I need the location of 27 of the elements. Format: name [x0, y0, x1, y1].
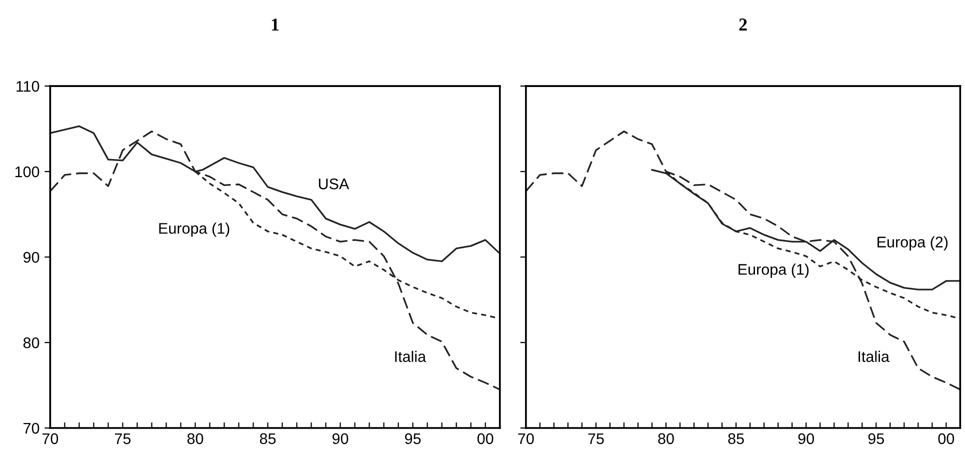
series-label: Europa (1) [159, 222, 230, 237]
chart-title: 1 [272, 18, 279, 31]
x-tick-label: 00 [477, 433, 494, 444]
x-tick-label: 85 [728, 433, 744, 444]
x-tick-label: 90 [332, 433, 348, 444]
series-label: Italia [858, 350, 890, 362]
x-tick-label: 80 [187, 433, 204, 444]
series-label: USA [318, 178, 350, 190]
x-tick-label: 80 [658, 433, 674, 444]
y-tick-label: 80 [23, 337, 40, 348]
y-tick-label: 100 [15, 166, 40, 178]
chart-title: 2 [739, 18, 747, 31]
y-tick-label: 70 [24, 422, 40, 434]
x-tick-label: 90 [798, 433, 814, 444]
series-label: Italia [395, 350, 426, 362]
y-tick-label: 90 [23, 252, 40, 263]
x-tick-label: 95 [405, 433, 421, 444]
series-label: Europa (1) [738, 264, 809, 278]
x-tick-label: 70 [42, 433, 58, 444]
series-label: Europa (2) [878, 236, 948, 250]
x-tick-label: 75 [588, 433, 604, 444]
x-tick-label: 00 [938, 433, 954, 444]
x-tick-label: 85 [260, 433, 276, 444]
x-tick-label: 95 [868, 433, 884, 444]
x-tick-label: 70 [518, 433, 534, 444]
y-tick-label: 110 [16, 80, 40, 92]
x-tick-label: 75 [115, 433, 131, 444]
